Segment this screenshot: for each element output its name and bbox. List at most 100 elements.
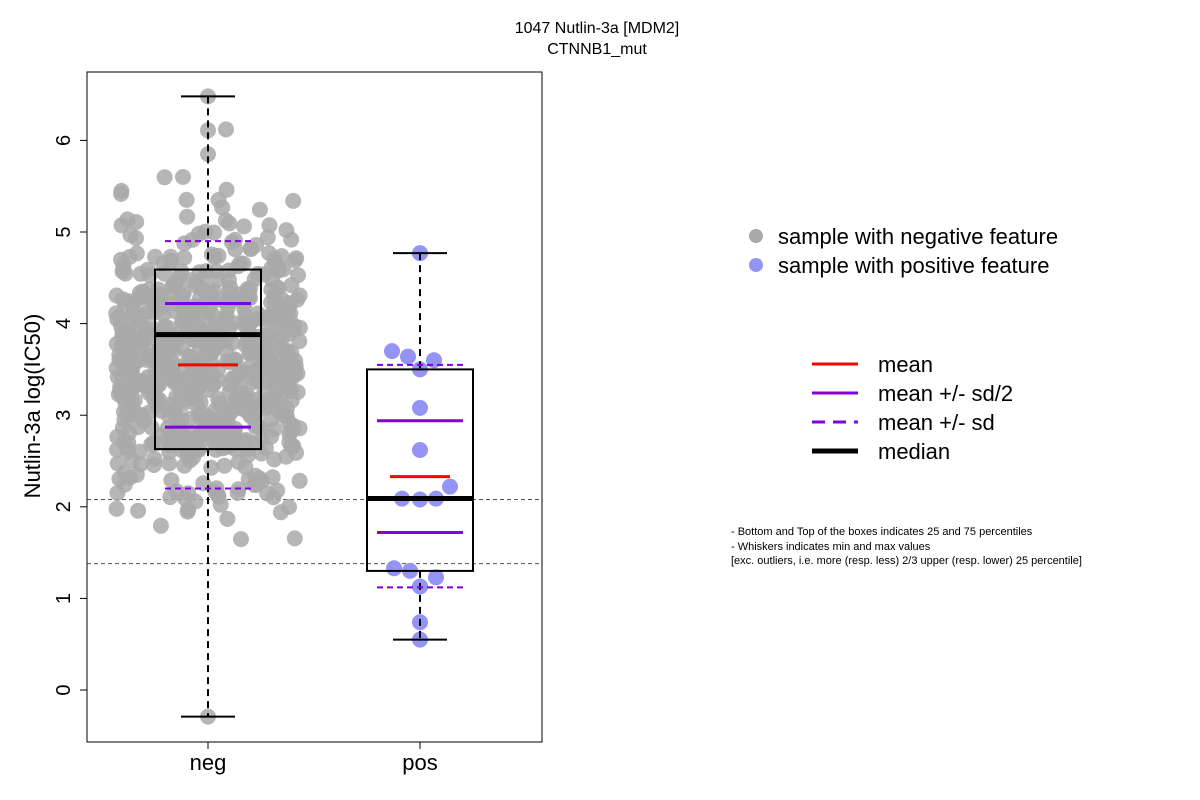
neg-data-point	[245, 434, 262, 451]
neg-data-point	[139, 369, 156, 386]
neg-data-point	[223, 370, 240, 387]
neg-data-point	[143, 419, 160, 436]
neg-data-point	[212, 496, 229, 513]
neg-data-point	[285, 192, 302, 209]
neg-data-point	[122, 227, 139, 243]
note-line: - Bottom and Top of the boxes indicates …	[731, 526, 1033, 538]
neg-data-point	[109, 455, 126, 472]
pos-data-point	[412, 399, 428, 416]
neg-data-point	[123, 392, 140, 409]
pos-data-point	[386, 560, 402, 577]
neg-data-point	[221, 319, 238, 336]
neg-data-point	[194, 372, 211, 389]
neg-data-point	[214, 199, 231, 216]
neg-data-point	[108, 360, 125, 377]
neg-data-point	[248, 476, 265, 493]
neg-data-point	[137, 306, 154, 323]
neg-data-point	[113, 182, 130, 199]
neg-data-point	[274, 407, 291, 424]
legend-label: median	[878, 439, 950, 464]
neg-data-point	[249, 265, 266, 282]
neg-data-point	[281, 498, 297, 515]
iqr-box	[366, 368, 474, 572]
neg-data-point	[271, 303, 288, 320]
neg-data-point	[131, 443, 148, 460]
x-tick-label: pos	[402, 750, 437, 775]
plot-frame	[86, 71, 543, 743]
pos-data-point	[384, 343, 400, 360]
neg-data-point	[162, 248, 179, 265]
neg-data-point	[206, 224, 223, 241]
neg-data-point	[176, 249, 193, 266]
neg-data-point	[290, 267, 306, 284]
neg-data-point	[264, 469, 281, 486]
neg-points	[108, 88, 308, 725]
neg-data-point	[281, 349, 298, 366]
neg-data-point	[251, 201, 268, 218]
neg-data-point	[228, 389, 245, 406]
chart-subtitle: CTNNB1_mut	[547, 41, 647, 58]
y-tick-label: 3	[53, 410, 75, 421]
notes: - Bottom and Top of the boxes indicates …	[731, 525, 1082, 569]
neg-data-point	[203, 355, 220, 372]
neg-data-point	[184, 231, 201, 248]
neg-data-point	[113, 251, 130, 268]
neg-data-point	[175, 169, 191, 185]
neg-data-point	[236, 218, 252, 235]
neg-data-point	[242, 345, 259, 362]
neg-data-point	[108, 500, 125, 517]
neg-data-point	[131, 284, 148, 301]
legend-label: mean +/- sd/2	[878, 381, 1013, 406]
neg-data-point	[178, 191, 195, 208]
neg-data-point	[233, 531, 249, 548]
legend-marker	[749, 229, 763, 243]
neg-data-point	[273, 373, 290, 390]
neg-data-point	[154, 355, 171, 371]
neg-data-point	[130, 502, 147, 519]
neg-data-point	[179, 208, 196, 225]
neg-data-point	[123, 309, 140, 326]
x-tick-label: neg	[190, 750, 227, 775]
neg-data-point	[111, 470, 128, 487]
neg-data-point	[141, 267, 158, 284]
y-tick-label: 0	[53, 684, 75, 695]
neg-data-point	[161, 343, 177, 360]
neg-data-point	[261, 217, 278, 234]
neg-data-point	[291, 319, 308, 336]
neg-data-point	[186, 442, 203, 459]
neg-data-point	[116, 403, 132, 420]
neg-data-point	[248, 237, 265, 253]
neg-data-point	[220, 262, 237, 279]
pos-data-point	[412, 442, 428, 458]
neg-data-point	[266, 451, 283, 468]
neg-data-point	[108, 287, 125, 304]
y-tick-label: 4	[53, 318, 75, 329]
pos-data-point	[442, 478, 458, 495]
neg-data-point	[109, 428, 126, 445]
legend: sample with negative feature sample with …	[749, 224, 1058, 464]
legend-label: mean	[878, 352, 933, 377]
neg-data-point	[114, 336, 131, 353]
neg-data-point	[118, 439, 135, 456]
neg-data-point	[130, 419, 147, 436]
neg-data-point	[191, 264, 208, 281]
iqr-box	[154, 268, 262, 451]
note-line: - Whiskers indicates min and max values	[731, 540, 931, 553]
neg-data-point	[109, 311, 126, 328]
neg-data-point	[180, 312, 197, 329]
neg-data-point	[119, 211, 136, 228]
neg-data-point	[223, 401, 240, 418]
neg-data-point	[269, 279, 286, 296]
neg-data-point	[218, 121, 234, 138]
neg-data-point	[190, 407, 207, 423]
neg-data-point	[204, 422, 221, 439]
box-neg	[154, 95, 262, 718]
neg-data-point	[278, 222, 295, 239]
plot-area: neg pos 0 1 2 3 4 5 6	[53, 71, 543, 775]
neg-data-point	[152, 517, 169, 534]
neg-data-point	[128, 466, 145, 483]
neg-data-point	[164, 278, 181, 294]
neg-data-point	[259, 229, 276, 246]
neg-data-point	[112, 382, 129, 399]
